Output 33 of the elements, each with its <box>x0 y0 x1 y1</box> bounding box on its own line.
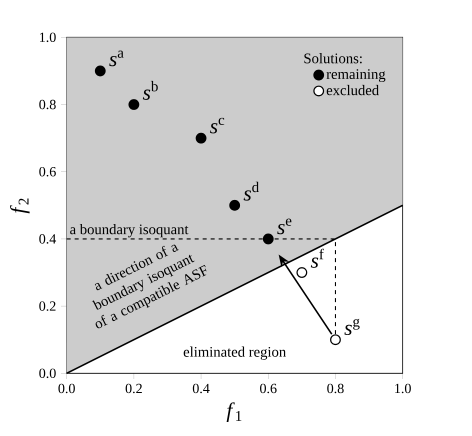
legend-label: remaining <box>326 69 386 82</box>
y-tick-label: 1.0 <box>40 32 56 42</box>
point <box>229 200 240 211</box>
point <box>196 132 206 144</box>
annotation: s$^{e}$ <box>277 218 292 234</box>
x-tick-label: 0.6 <box>260 384 277 394</box>
point <box>296 267 308 278</box>
point <box>330 334 341 346</box>
x-tick-label: 0.2 <box>126 384 142 394</box>
y-tick-label: 0.0 <box>39 368 56 378</box>
point <box>262 234 274 244</box>
y-tick-label: 0.6 <box>39 166 56 176</box>
point <box>94 66 106 76</box>
annotation: s$^{g}$ <box>344 318 360 336</box>
x-tick-label: 0.0 <box>58 384 75 394</box>
annotation: eliminated region <box>184 346 286 360</box>
x-tick-label: 0.4 <box>192 384 210 394</box>
y-axis-title: f$_{2}$ <box>10 198 30 214</box>
point <box>128 99 140 110</box>
annotation: s$^{c}$ <box>210 118 224 134</box>
y-tick-label: 0.4 <box>39 234 56 244</box>
annotation: a boundary isoquant <box>70 224 188 238</box>
annotation: s$^{d}$ <box>244 182 259 201</box>
annotation: s$^{b}$ <box>142 80 158 100</box>
legend-label: excluded <box>326 84 379 96</box>
x-axis-title: f$_{1}$ <box>226 402 242 422</box>
y-tick-label: 0.2 <box>39 301 56 311</box>
annotation: s$^{a}$ <box>109 50 124 66</box>
x-tick-label: 0.8 <box>327 384 344 394</box>
x-tick-label: 1.0 <box>395 384 411 394</box>
annotation: s$^{f}$ <box>310 248 324 268</box>
y-tick-label: 0.8 <box>39 100 56 110</box>
legend-title: Solutions: <box>304 53 362 64</box>
